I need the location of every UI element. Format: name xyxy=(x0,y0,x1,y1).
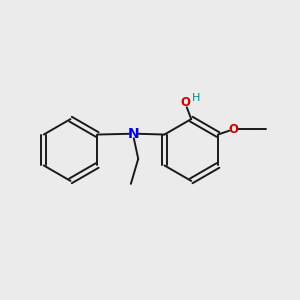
Text: H: H xyxy=(192,93,200,103)
Text: O: O xyxy=(180,96,190,110)
Text: O: O xyxy=(228,123,238,136)
Text: N: N xyxy=(128,127,140,141)
